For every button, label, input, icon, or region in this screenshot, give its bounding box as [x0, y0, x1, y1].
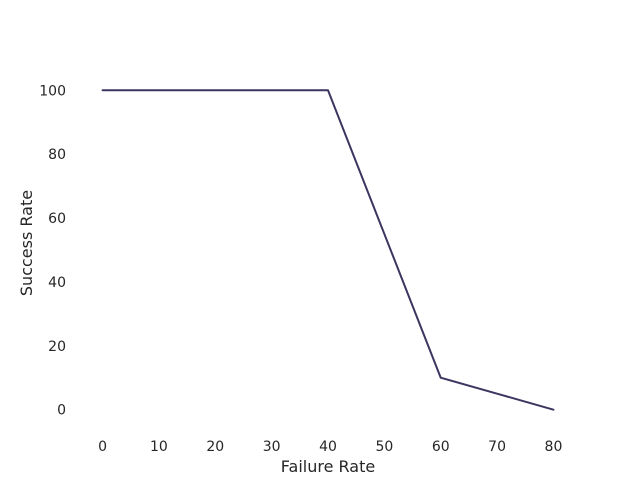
y-tick-label: 40	[48, 275, 66, 291]
x-tick-label: 40	[319, 439, 337, 455]
x-axis-label: Failure Rate	[281, 457, 375, 476]
x-tick-label: 0	[98, 439, 107, 455]
y-tick-label: 20	[48, 339, 66, 355]
series-line-0	[101, 89, 555, 411]
y-axis-label: Success Rate	[17, 190, 36, 296]
series-layer	[101, 89, 555, 411]
x-tick-label: 80	[545, 439, 563, 455]
x-tick-label: 20	[206, 439, 224, 455]
x-tick-label: 30	[263, 439, 281, 455]
x-tick-label: 10	[150, 439, 168, 455]
y-tick-label: 0	[57, 403, 66, 419]
x-tick-label: 70	[488, 439, 506, 455]
y-tick-label: 80	[48, 147, 66, 163]
x-tick-label: 60	[432, 439, 450, 455]
y-tick-label: 60	[48, 211, 66, 227]
x-tick-labels: 0 10 20 30 40 50 60 70 80	[98, 439, 562, 455]
x-tick-label: 50	[375, 439, 393, 455]
y-tick-label: 100	[39, 83, 66, 99]
y-tick-labels: 0 20 40 60 80 100	[39, 83, 66, 418]
